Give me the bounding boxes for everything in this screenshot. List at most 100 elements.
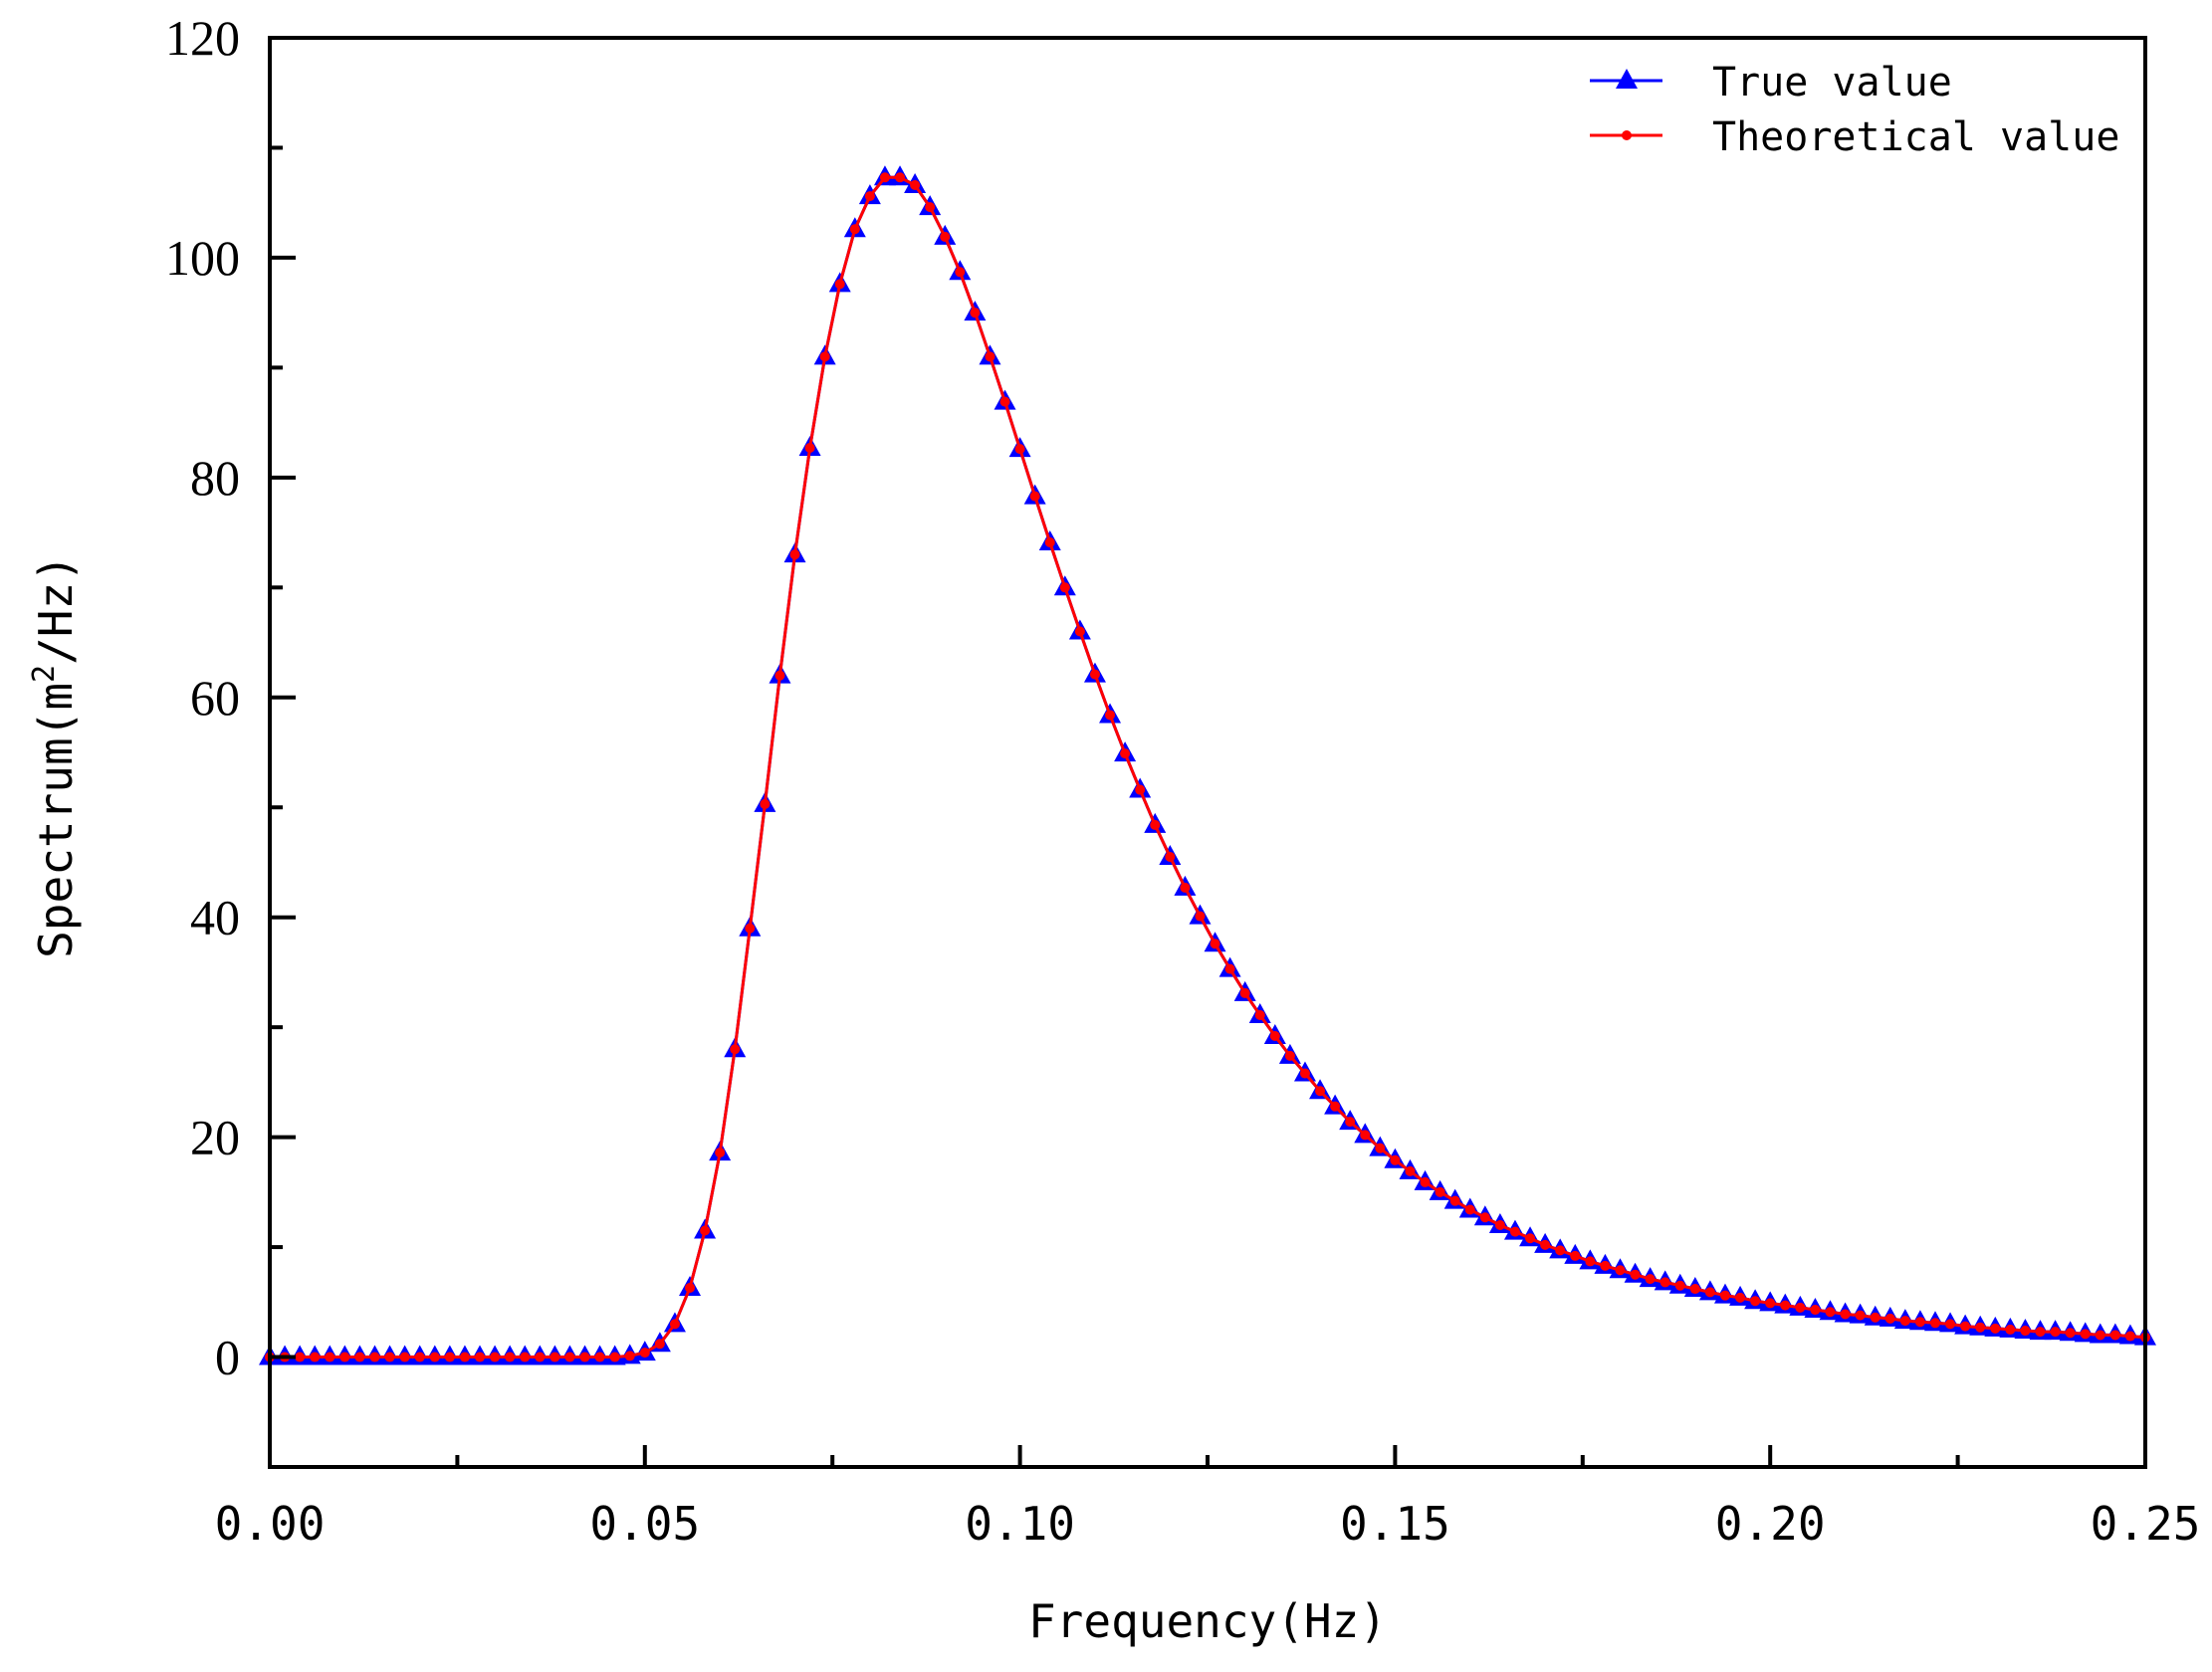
theoretical-value-marker [444,1352,455,1362]
theoretical-value-marker [2124,1331,2135,1342]
theoretical-value-marker [879,172,890,183]
theoretical-value-marker [399,1352,410,1362]
theoretical-value-marker [2035,1327,2046,1338]
theoretical-value-marker [414,1352,425,1362]
theoretical-value-marker [1029,491,1040,502]
theoretical-value-marker [384,1352,395,1362]
theoretical-value-marker [1195,911,1206,922]
theoretical-value-marker [1929,1318,1940,1329]
theoretical-value-marker [1689,1284,1700,1295]
theoretical-value-marker [1780,1300,1791,1311]
theoretical-value-marker [1945,1319,1956,1330]
theoretical-value-marker [654,1339,665,1350]
theoretical-value-marker [1735,1292,1746,1303]
legend-label-theoretical-value: Theoretical value [1712,114,2119,160]
theoretical-value-marker [594,1352,605,1362]
theoretical-value-marker [1224,963,1235,974]
y-tick-label: 60 [190,670,240,726]
theoretical-value-marker [1645,1274,1656,1285]
theoretical-value-marker [1299,1068,1310,1079]
theoretical-value-marker [1555,1245,1566,1256]
theoretical-value-marker [1360,1130,1371,1141]
theoretical-value-marker [895,172,906,183]
theoretical-value-marker [2050,1327,2061,1338]
theoretical-value-marker [700,1225,711,1236]
theoretical-value-marker [564,1352,575,1362]
theoretical-value-marker [1345,1117,1356,1128]
triangle-marker-icon [1616,69,1638,89]
legend: True value Theoretical value [1590,60,2119,160]
theoretical-value-marker [804,443,815,454]
y-tick-label: 100 [165,230,240,286]
theoretical-value-marker [1884,1313,1895,1324]
theoretical-value-marker [819,351,830,362]
theoretical-value-marker [834,279,845,290]
theoretical-value-marker [520,1352,531,1362]
theoretical-value-marker [955,267,966,278]
theoretical-value-marker [1960,1321,1971,1332]
theoretical-value-marker [295,1352,306,1362]
theoretical-value-marker [429,1352,440,1362]
theoretical-value-marker [310,1352,321,1362]
y-tick-label: 80 [190,450,240,506]
theoretical-value-marker [1330,1101,1341,1112]
theoretical-value-marker [1405,1165,1416,1176]
theoretical-value-marker [1615,1265,1626,1276]
axes-frame [268,36,2147,1469]
theoretical-value-marker [1600,1260,1611,1271]
theoretical-value-marker [774,670,785,681]
theoretical-value-marker [789,549,800,560]
x-tick-label: 0.10 [965,1497,1075,1551]
x-tick-label: 0.15 [1340,1497,1450,1551]
theoretical-value-marker [1899,1316,1910,1327]
theoretical-value-marker [2020,1326,2031,1337]
theoretical-value-marker [1210,939,1220,949]
theoretical-value-marker [1464,1204,1475,1215]
theoretical-value-marker [1150,819,1161,830]
theoretical-value-marker [1585,1256,1596,1267]
theoretical-value-marker [1540,1239,1551,1250]
theoretical-value-marker [1525,1233,1536,1244]
x-tick-label: 0.00 [215,1497,326,1551]
y-axis-title: Spectrum(m2/Hz) [27,554,83,958]
theoretical-value-marker [1494,1219,1505,1230]
x-tick-label: 0.25 [2091,1497,2201,1551]
theoretical-value-marker [910,180,921,191]
theoretical-value-line [270,175,2146,1358]
theoretical-value-marker [1449,1195,1460,1206]
theoretical-value-marker [1855,1310,1866,1321]
theoretical-value-marker [1254,1010,1265,1021]
y-tick-label: 0 [215,1330,240,1385]
theoretical-value-marker [639,1348,650,1358]
theoretical-value-marker [715,1148,726,1158]
theoretical-value-marker [1120,748,1131,759]
theoretical-value-marker [999,396,1010,407]
theoretical-value-marker [325,1352,335,1362]
true-value-line [270,175,2146,1358]
theoretical-value-marker [475,1352,486,1362]
circle-marker-icon [1622,130,1632,140]
theoretical-value-marker [579,1352,590,1362]
theoretical-value-marker [864,191,875,202]
theoretical-value-marker [339,1352,350,1362]
theoretical-value-marker [1509,1226,1520,1237]
theoretical-value-marker [1435,1186,1445,1197]
theoretical-value-marker [1014,444,1025,455]
theoretical-value-marker [1239,987,1250,998]
theoretical-value-marker [1914,1317,1925,1328]
theoretical-value-marker [1165,851,1176,862]
theoretical-value-marker [459,1352,470,1362]
theoretical-value-marker [1074,626,1085,637]
theoretical-value-marker [1810,1305,1821,1316]
theoretical-value-marker [1795,1302,1806,1313]
theoretical-value-marker [1059,582,1070,593]
theoretical-value-marker [985,351,995,362]
x-tick-label: 0.20 [1715,1497,1826,1551]
theoretical-value-marker [1990,1323,2001,1334]
x-tick-label: 0.05 [589,1497,700,1551]
y-tick-label: 120 [165,10,240,66]
theoretical-value-marker [2065,1328,2076,1339]
theoretical-value-marker [1659,1277,1670,1288]
theoretical-value-marker [1825,1307,1836,1318]
theoretical-value-marker [1284,1050,1295,1061]
